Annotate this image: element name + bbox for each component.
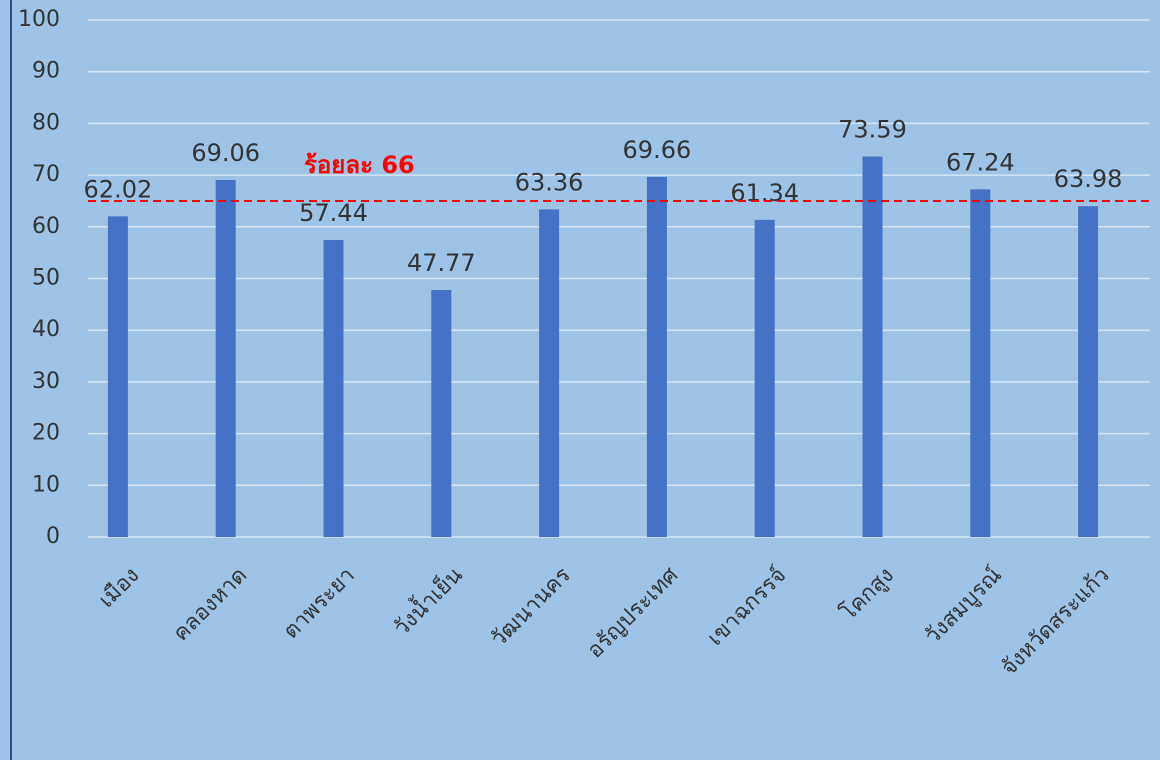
bar [431,290,452,537]
value-label: 69.66 [623,136,692,164]
annotation: ร้อยละ 66 [304,151,415,179]
bar [539,209,560,537]
x-tick-label: ตาพระยา [279,563,360,644]
bar [754,219,775,537]
value-label: 62.02 [84,175,153,203]
x-tick-label: อรัญประเทศ [583,563,684,664]
x-tick-label: โคกสูง [835,562,899,626]
x-tick-label: เขาฉกรรจ์ [703,563,791,651]
x-tick-label: วัฒนานคร [486,563,575,652]
bar [1078,206,1099,538]
y-tick-label: 80 [32,110,60,135]
x-tick-label: เมือง [94,563,144,613]
x-tick-label: วังสมบูรณ์ [920,563,1006,649]
x-tick-label: วังน้ำเย็น [387,560,468,641]
x-tick-label: จังหวัดสระแก้ว [997,563,1115,681]
y-tick-label: 70 [32,162,60,187]
value-label: 61.34 [730,179,799,207]
value-label: 57.44 [299,199,368,227]
y-tick-label: 10 [32,472,60,497]
bar [862,156,883,537]
value-label: 63.98 [1054,165,1123,193]
y-tick-label: 0 [46,524,60,549]
value-label: 47.77 [407,249,476,277]
value-label: 73.59 [838,116,907,144]
bar [646,176,667,538]
bar [970,189,991,537]
bar [323,240,344,537]
bar [215,179,236,538]
y-tick-label: 20 [32,421,60,446]
y-tick-label: 100 [18,7,60,32]
value-label: 67.24 [946,148,1015,176]
bar [107,216,128,537]
value-label: 63.36 [515,168,584,196]
y-tick-label: 60 [32,214,60,239]
y-tick-label: 90 [32,59,60,84]
y-tick-label: 40 [32,317,60,342]
y-tick-label: 30 [32,369,60,394]
y-tick-label: 50 [32,266,60,291]
x-tick-label: คลองหาด [169,563,253,647]
value-label: 69.06 [191,139,260,167]
